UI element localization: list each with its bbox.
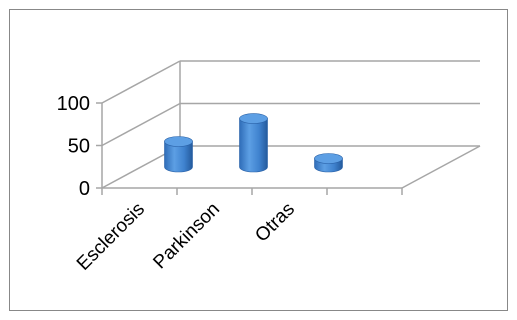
- bar-parkinson: [239, 113, 268, 173]
- y-tick-label: 50: [68, 136, 90, 158]
- gridline-0: [101, 145, 480, 189]
- bar-esclerosis: [164, 136, 193, 173]
- chart-axes: [96, 102, 481, 195]
- bar-otras: [314, 153, 343, 173]
- floor-right-edge: [401, 145, 481, 189]
- x-tick-label-otras: Otras: [251, 199, 299, 247]
- y-tick-label: 100: [57, 93, 90, 115]
- x-tick-label-esclerosis: Esclerosis: [73, 199, 149, 275]
- gridline-50: [101, 102, 480, 147]
- y-tick-label: 0: [79, 178, 90, 200]
- x-tick-label-parkinson: Parkinson: [149, 199, 224, 274]
- chart-grid: [101, 60, 480, 189]
- gridline-100: [101, 60, 480, 104]
- chart-bars: [164, 113, 343, 173]
